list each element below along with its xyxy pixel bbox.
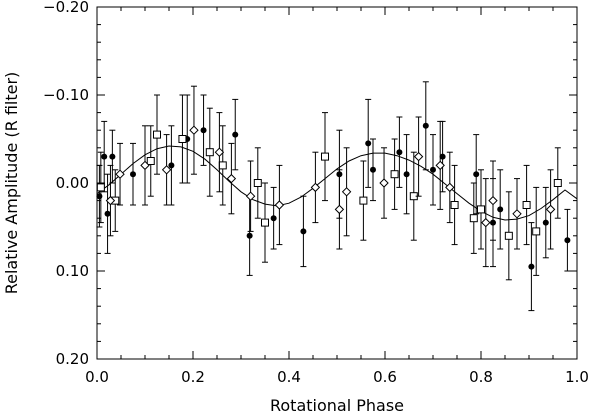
data-point-diamond: [512, 209, 522, 219]
plot-frame: [96, 6, 578, 360]
data-point-circle: [396, 149, 403, 156]
data-point-square: [96, 183, 105, 192]
fit-curve-line: [96, 145, 578, 221]
data-point-diamond: [413, 151, 424, 162]
y-tick-label: 0.00: [56, 174, 89, 192]
data-point-diamond: [245, 191, 256, 201]
data-point-square: [477, 205, 485, 214]
data-point-diamond: [341, 187, 352, 197]
data-point-diamond: [115, 169, 125, 179]
data-point-diamond: [140, 160, 150, 171]
data-point-circle: [200, 127, 207, 134]
data-point-diamond: [274, 200, 285, 210]
x-tick-label: 1.0: [565, 368, 589, 386]
data-point-diamond: [226, 173, 237, 184]
data-point-square: [261, 218, 269, 227]
data-point-circle: [370, 166, 376, 173]
data-point-circle: [365, 140, 372, 147]
data-point-diamond: [488, 195, 498, 206]
data-point-circle: [528, 263, 535, 270]
data-point-circle: [130, 171, 136, 178]
data-point-square: [553, 179, 562, 187]
data-point-circle: [473, 171, 480, 178]
data-point-square: [522, 201, 531, 209]
data-point-square: [218, 161, 227, 170]
data-point-diamond: [545, 204, 556, 215]
data-point-circle: [96, 193, 103, 200]
x-axis-label: Rotational Phase: [270, 396, 404, 414]
points-layer: [96, 81, 571, 312]
data-point-circle: [109, 153, 116, 160]
y-tick-label: 0.10: [56, 262, 89, 280]
data-point-circle: [403, 171, 410, 178]
data-point-circle: [101, 153, 108, 160]
data-point-circle: [168, 162, 175, 169]
data-point-diamond: [310, 182, 321, 193]
data-point-square: [390, 170, 399, 179]
data-point-square: [178, 135, 187, 143]
data-point-diamond: [334, 204, 345, 215]
data-point-diamond: [445, 182, 455, 193]
data-point-diamond: [481, 217, 491, 228]
data-point-square: [504, 231, 513, 240]
data-point-square: [532, 227, 541, 236]
data-point-diamond: [214, 147, 225, 157]
data-point-diamond: [161, 165, 172, 175]
fit-curve-layer: [96, 145, 578, 221]
y-tick-label: −0.10: [43, 86, 89, 104]
data-point-circle: [246, 232, 253, 239]
data-point-square: [146, 157, 155, 165]
data-point-circle: [564, 237, 571, 244]
data-point-circle: [232, 131, 239, 138]
y-tick-label: 0.20: [56, 350, 89, 368]
y-axis-label: Relative Amplitude (R filter): [2, 72, 21, 295]
data-point-circle: [300, 228, 307, 235]
x-tick-label: 0.6: [373, 368, 397, 386]
data-point-square: [321, 152, 329, 161]
x-tick-label: 0.4: [277, 368, 301, 386]
data-point-square: [469, 214, 478, 223]
data-point-square: [205, 148, 214, 157]
data-point-circle: [270, 215, 277, 222]
y-tick-label: −0.20: [43, 0, 89, 16]
ticks-layer: 0.0 0.2 0.4 0.6 0.8 1.0 −0.20 −0.10 0.00 0.10 0.20: [43, 0, 589, 386]
x-tick-label: 0.2: [181, 368, 205, 386]
data-point-diamond: [105, 195, 116, 206]
data-point-square: [153, 130, 161, 139]
data-point-square: [450, 201, 459, 209]
data-point-diamond: [189, 125, 199, 135]
data-point-circle: [430, 166, 436, 173]
data-point-square: [359, 196, 368, 205]
x-tick-label: 0.8: [469, 368, 493, 386]
data-point-circle: [439, 153, 446, 160]
data-point-circle: [104, 210, 111, 217]
x-tick-label: 0.0: [85, 368, 109, 386]
data-point-diamond: [435, 160, 445, 171]
data-point-circle: [497, 206, 504, 213]
data-point-circle: [422, 122, 429, 129]
data-point-square: [253, 179, 262, 187]
data-point-diamond: [379, 178, 389, 188]
data-point-circle: [542, 219, 549, 226]
